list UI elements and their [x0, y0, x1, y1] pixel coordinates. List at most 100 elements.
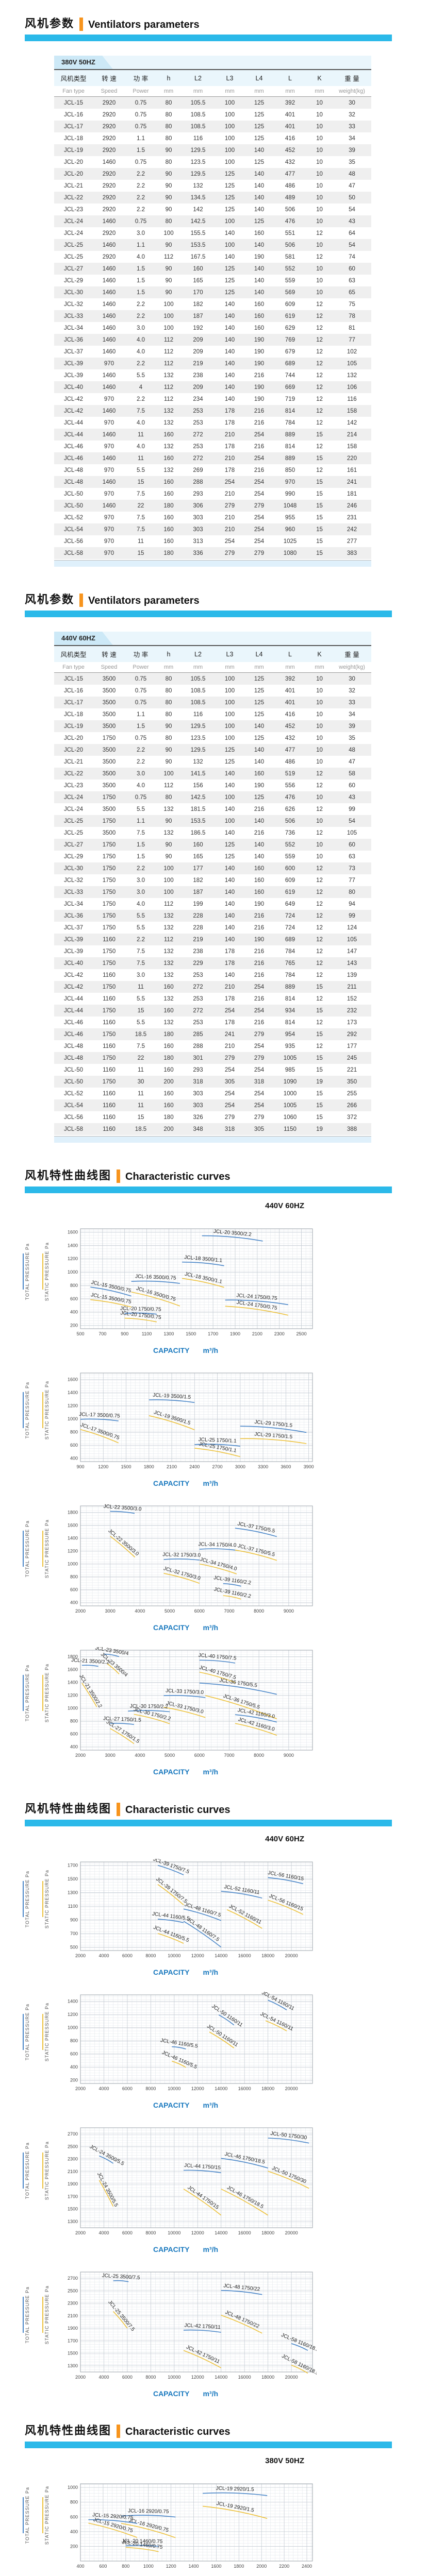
cell: 100	[156, 862, 181, 874]
cell: 125	[254, 735, 265, 741]
column-header-en: mm	[306, 86, 333, 97]
table-row: JCL-24 1750 0.75 80 142.5 100 125 476 10 43	[54, 791, 371, 803]
cell: 3500	[93, 697, 125, 708]
curve-yellow	[268, 1900, 304, 1915]
cell: 253	[193, 419, 203, 426]
axis-label-group: STATIC PRESSURE Pa	[42, 1519, 60, 1578]
cell: 769	[274, 334, 306, 346]
cell: 889	[274, 429, 306, 440]
cell: 116	[347, 396, 357, 402]
cell: JCL-25	[63, 253, 84, 260]
cell: JCL-24	[54, 215, 93, 227]
cell: JCL-48	[63, 1043, 84, 1049]
orange-divider-bar	[117, 2425, 121, 2438]
cell: 216	[254, 419, 265, 426]
capacity-axis-label: CAPACITY m³/h	[57, 2389, 315, 2398]
cell: 889	[274, 452, 306, 464]
x-tick-label: 18000	[261, 2086, 274, 2091]
curve-label: JCL-32 1750/3.0	[163, 1566, 202, 1582]
cell: 173	[347, 1019, 357, 1026]
cell: 2920	[93, 192, 125, 204]
cell: 5.5	[137, 924, 145, 931]
table-row: JCL-46 970 4.0 132 253 178 216 814 12 158	[54, 440, 371, 452]
cell: 19	[306, 1123, 333, 1135]
cell: 210	[215, 523, 244, 535]
cell: 1460	[93, 429, 125, 440]
section-title-row: 风机特性曲线图 Characteristic curves	[25, 2421, 407, 2438]
curve-yellow	[226, 1909, 262, 1929]
cell: 140	[244, 144, 274, 156]
cell: 1460	[93, 405, 125, 417]
cell: 15	[306, 1028, 333, 1040]
cell: 140	[224, 924, 235, 931]
cell: 12	[316, 1043, 323, 1049]
curve-blue	[99, 2155, 114, 2164]
y-tick-label: 1700	[68, 2338, 78, 2343]
curve-yellow	[235, 1549, 277, 1561]
cell: JCL-39	[54, 934, 93, 945]
cell: 719	[285, 396, 295, 402]
cell: 125	[254, 159, 265, 165]
cell: 80	[165, 135, 172, 142]
cell: 3500	[102, 829, 116, 836]
cell: 11	[125, 452, 156, 464]
column-header-cn: K	[306, 645, 333, 662]
cell: 990	[285, 490, 295, 497]
table-row: JCL-25 2920 4.0 112 167.5 140 190 581 12 74	[54, 251, 371, 263]
table-row: JCL-48 1160 7.5 160 288 210 254 935 12 177	[54, 1040, 371, 1052]
column-header-cn: 风机类型	[54, 645, 93, 662]
cell: JCL-30	[54, 286, 93, 298]
fan-curve-chart: 200 400 600 800 1000 1200 1400 2000 4000 6000 8000…	[23, 1992, 325, 2109]
cell: 18.5	[125, 1028, 156, 1040]
table-row: JCL-58 1160 18.5 200 348 318 305 1150 19 388	[54, 1123, 371, 1135]
cell: 158	[347, 443, 357, 450]
cell: 814	[285, 995, 295, 1002]
cell: 326	[193, 1114, 203, 1121]
section-title-english: Characteristic curves	[125, 1804, 231, 1816]
cell: 15	[316, 1090, 323, 1097]
curve-yellow	[291, 2364, 308, 2374]
capacity-unit: m³/h	[203, 1346, 219, 1354]
cell: 11	[138, 1090, 144, 1097]
column-header-cn: 重 量	[333, 69, 371, 86]
table-row: JCL-54 1160 11 160 303 254 254 1005 15 266	[54, 1099, 371, 1111]
cell: JCL-27	[54, 839, 93, 851]
curve-blue	[199, 1659, 236, 1664]
cell: 100	[156, 886, 181, 898]
cell: 10	[316, 159, 323, 165]
cell: 125	[215, 839, 244, 851]
table-row: JCL-20 1460 0.75 80 123.5 100 125 432 10 35	[54, 156, 371, 168]
pressure-axis-labels: TOTAL PRESSURE Pa STATIC PRESSURE Pa	[23, 1242, 60, 1301]
cell: 254	[244, 523, 274, 535]
cell: 178	[224, 443, 235, 450]
column-header-cn: h	[156, 645, 181, 662]
cell: 0.75	[125, 215, 156, 227]
cell: 1460	[93, 334, 125, 346]
cell: 15	[306, 476, 333, 488]
x-tick-label: 6000	[194, 1608, 205, 1614]
cell: 1750	[102, 877, 116, 884]
static-pressure-label: STATIC PRESSURE Pa	[44, 2285, 50, 2345]
table-row: JCL-16 2920 0.75 80 108.5 100 125 401 10 32	[54, 109, 371, 121]
cell: 90	[156, 286, 181, 298]
cell: 22	[125, 1052, 156, 1064]
cell: 231	[347, 514, 357, 521]
table-row: JCL-42 1460 7.5 132 253 178 216 814 12 158	[54, 405, 371, 417]
cell: 100	[224, 711, 235, 718]
cell: 2.2	[125, 934, 156, 945]
cell: 254	[244, 981, 274, 993]
y-tick-label: 400	[70, 1600, 78, 1605]
cell: 216	[254, 443, 265, 450]
column-header-en: mm	[274, 662, 306, 673]
cell: 210	[224, 514, 235, 521]
cell: 160	[181, 263, 215, 275]
curve-yellow	[163, 1573, 200, 1584]
table-row: JCL-42 1160 3.0 132 253 140 216 784 12 139	[54, 969, 371, 981]
cell: 125	[215, 168, 244, 180]
curve-label: JCL-22 3500/3.0	[107, 1528, 140, 1557]
curve-yellow	[113, 2311, 128, 2329]
column-header-cn: L	[274, 69, 306, 86]
cell: JCL-39	[54, 358, 93, 369]
table-row: JCL-50 1160 11 160 293 254 254 985 15 221	[54, 1064, 371, 1076]
cell: 178	[224, 995, 235, 1002]
